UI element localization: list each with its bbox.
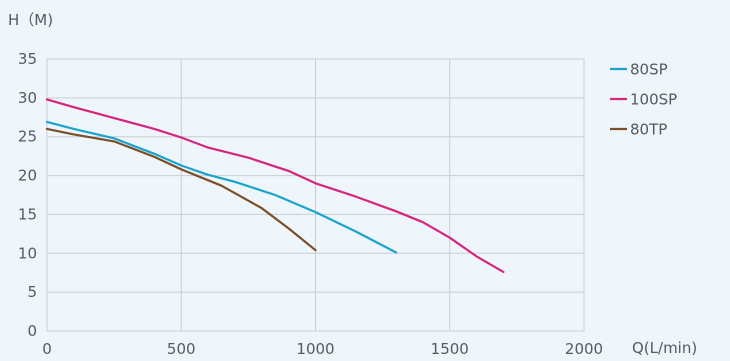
y-tick-label: 10: [18, 244, 37, 262]
y-tick-label: 25: [18, 128, 37, 146]
legend-label-80tp: 80TP: [630, 121, 667, 139]
axis-ticks: 0 5 10 15 20 25 30 35 0 500 1000 1500 2000: [18, 50, 603, 358]
y-tick-label: 15: [18, 205, 37, 223]
series-line-80tp: [45, 127, 317, 252]
y-tick-label: 35: [18, 50, 37, 68]
series-line-80sp: [45, 120, 398, 254]
series-lines: [45, 98, 505, 273]
x-axis-title: Q(L/min): [632, 339, 697, 357]
y-tick-label: 30: [18, 89, 37, 107]
y-tick-label: 5: [27, 283, 37, 301]
series-line-100sp: [45, 98, 505, 273]
y-tick-label: 20: [18, 167, 37, 185]
x-tick-label: 1500: [431, 340, 469, 358]
y-tick-label: 0: [27, 322, 37, 340]
grid: [46, 58, 585, 332]
legend: 80SP 100SP 80TP: [610, 61, 677, 139]
legend-label-80sp: 80SP: [630, 61, 668, 79]
plot-area: [46, 58, 585, 332]
x-tick-label: 500: [167, 340, 196, 358]
legend-label-100sp: 100SP: [630, 91, 677, 109]
x-tick-label: 0: [42, 340, 52, 358]
x-tick-label: 1000: [296, 340, 334, 358]
y-axis-title: H（M): [8, 11, 53, 29]
x-tick-label: 2000: [565, 340, 603, 358]
